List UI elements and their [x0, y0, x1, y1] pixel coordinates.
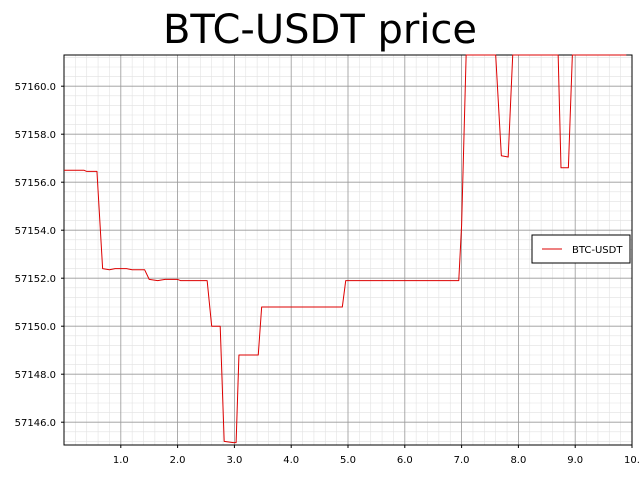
y-tick-label: 57152.0: [15, 274, 56, 285]
x-tick-label: 2.0: [170, 455, 186, 466]
x-tick-label: 8.0: [510, 455, 526, 466]
x-tick-label: 4.0: [283, 455, 299, 466]
legend: BTC-USDT: [531, 234, 631, 264]
x-axis: 1.0 2.0 3.0 4.0 5.0 6.0 7.0 8.0 9.0 10.: [113, 445, 640, 466]
x-tick-label: 5.0: [340, 455, 356, 466]
y-tick-label: 57160.0: [15, 82, 56, 93]
y-tick-label: 57158.0: [15, 130, 56, 141]
y-axis: 57146.0 57148.0 57150.0 57152.0 57154.0 57156…: [15, 82, 64, 429]
series-line: [64, 54, 627, 444]
x-tick-label: 7.0: [454, 455, 470, 466]
x-tick-label: 10.: [624, 455, 640, 466]
y-tick-label: 57150.0: [15, 322, 56, 333]
y-tick-label: 57154.0: [15, 226, 56, 237]
series-layer: [64, 54, 627, 444]
y-tick-label: 57156.0: [15, 178, 56, 189]
x-tick-label: 9.0: [567, 455, 583, 466]
x-tick-label: 3.0: [226, 455, 242, 466]
y-tick-label: 57146.0: [15, 418, 56, 429]
x-tick-label: 6.0: [397, 455, 413, 466]
chart-title: BTC-USDT price: [163, 7, 477, 53]
y-tick-label: 57148.0: [15, 370, 56, 381]
x-tick-label: 1.0: [113, 455, 129, 466]
legend-label: BTC-USDT: [572, 245, 623, 256]
